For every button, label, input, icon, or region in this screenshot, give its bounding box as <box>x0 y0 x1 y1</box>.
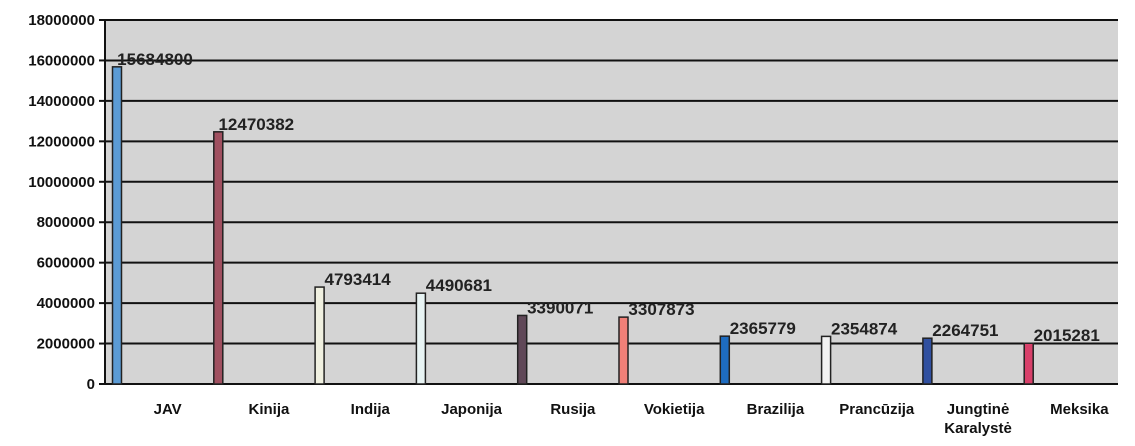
data-label: 2365779 <box>730 319 796 338</box>
x-tick-label: Kinija <box>249 401 290 418</box>
y-tick-label: 6000000 <box>37 255 95 272</box>
bar <box>719 335 731 385</box>
x-tick-label: JAV <box>154 401 182 418</box>
bar <box>618 316 629 385</box>
y-tick-label: 2000000 <box>37 336 95 353</box>
bar <box>820 335 832 385</box>
data-label: 15684800 <box>117 50 193 69</box>
data-label: 12470382 <box>218 115 294 134</box>
bar <box>516 314 528 385</box>
data-label: 3390071 <box>527 298 593 317</box>
y-tick-label: 12000000 <box>28 133 95 150</box>
bar <box>314 286 325 385</box>
data-label: 2015281 <box>1034 326 1100 345</box>
y-tick-label: 8000000 <box>37 214 95 231</box>
data-label: 3307873 <box>628 300 694 319</box>
data-label: 4490681 <box>426 276 492 295</box>
y-tick-label: 4000000 <box>37 295 95 312</box>
y-tick-label: 10000000 <box>28 174 95 191</box>
x-tick-label: Karalystė <box>944 420 1012 437</box>
y-tick-label: 0 <box>87 376 95 393</box>
x-tick-label: Jungtinė <box>947 401 1010 418</box>
bar <box>415 292 427 385</box>
bar <box>111 66 123 385</box>
y-tick-label: 18000000 <box>28 12 95 29</box>
x-tick-label: Prancūzija <box>839 401 915 418</box>
x-tick-label: Brazilija <box>747 401 805 418</box>
x-tick-label: Meksika <box>1050 401 1109 418</box>
bar <box>1023 342 1034 385</box>
data-label: 2264751 <box>932 321 998 340</box>
data-label: 2354874 <box>831 319 898 338</box>
plot-area <box>105 20 1118 384</box>
x-tick-label: Rusija <box>550 401 596 418</box>
x-tick-label: Indija <box>351 401 391 418</box>
data-label: 4793414 <box>325 270 392 289</box>
bar <box>213 131 224 385</box>
y-tick-label: 14000000 <box>28 93 95 110</box>
y-tick-label: 16000000 <box>28 52 95 69</box>
bar <box>922 337 933 385</box>
x-tick-label: Japonija <box>441 401 503 418</box>
x-tick-label: Vokietija <box>644 401 705 418</box>
